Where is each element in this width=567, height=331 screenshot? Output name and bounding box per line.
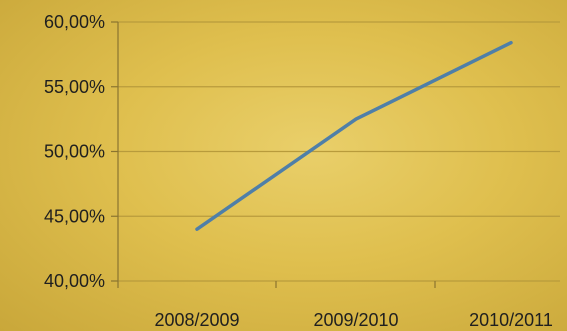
- y-tick-label: 55,00%: [44, 77, 105, 97]
- y-tick-label: 50,00%: [44, 142, 105, 162]
- y-tick-label: 40,00%: [44, 271, 105, 291]
- y-tick-label: 45,00%: [44, 206, 105, 226]
- series-line: [195, 40, 513, 231]
- x-tick-label: 2009/2010: [313, 310, 398, 330]
- y-tick-label: 60,00%: [44, 12, 105, 32]
- x-tick-label: 2010/2011: [469, 310, 553, 330]
- x-tick-label: 2008/2009: [154, 310, 239, 330]
